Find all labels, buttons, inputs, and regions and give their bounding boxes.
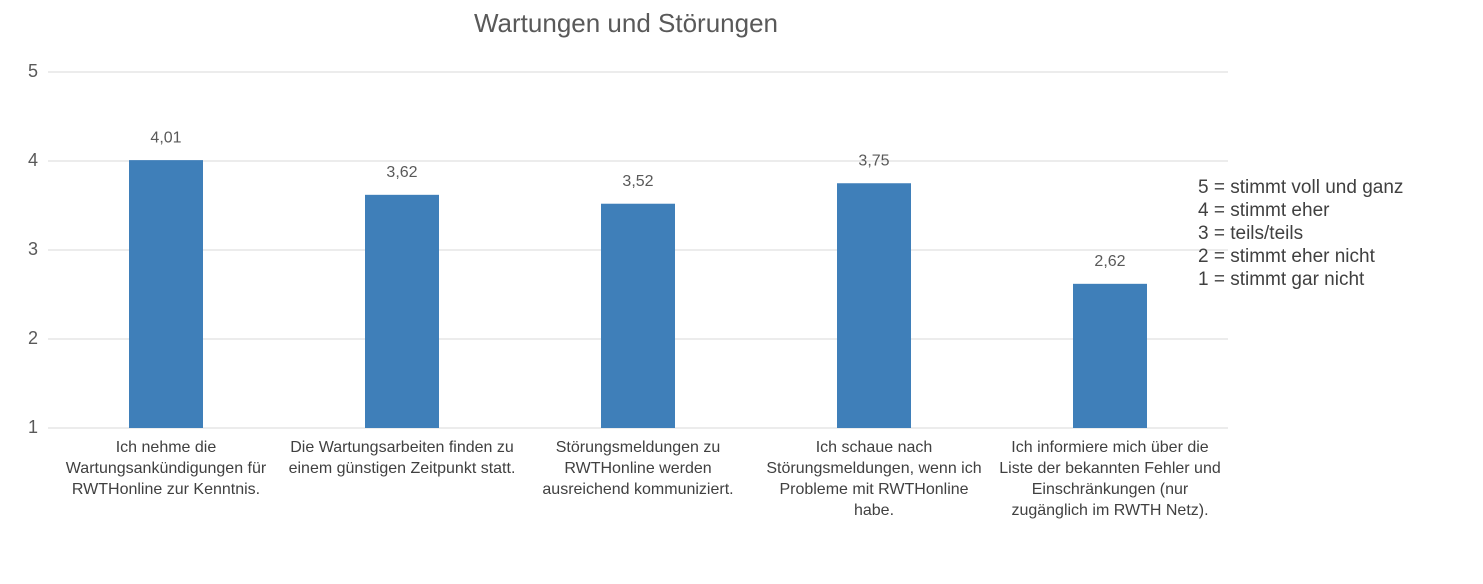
value-label: 3,62 — [386, 164, 417, 181]
value-label: 2,62 — [1094, 253, 1125, 270]
bar — [365, 194, 439, 428]
x-tick-label: Ich informiere mich über die Liste der b… — [999, 439, 1221, 519]
value-label: 3,52 — [622, 173, 653, 190]
x-tick-label: Die Wartungsarbeiten finden zu einem gün… — [288, 439, 516, 477]
bar — [129, 160, 203, 429]
scale-note: 1 = stimmt gar nicht — [1198, 269, 1365, 290]
scale-note: 4 = stimmt eher — [1198, 200, 1330, 221]
scale-note: 2 = stimmt eher nicht — [1198, 246, 1376, 267]
x-tick-label: Ich schaue nach Störungsmeldungen, wenn … — [766, 439, 982, 519]
bar — [1073, 283, 1147, 428]
value-label: 3,75 — [858, 152, 889, 169]
y-tick-label: 1 — [28, 417, 38, 437]
scale-note: 3 = teils/teils — [1198, 223, 1303, 244]
chart-title: Wartungen und Störungen — [474, 8, 778, 38]
value-label: 4,01 — [150, 129, 181, 146]
y-tick-label: 5 — [28, 61, 38, 81]
x-tick-label: Ich nehme die Wartungsankündigungen für … — [65, 439, 267, 498]
bar — [837, 183, 911, 428]
bar — [601, 203, 675, 428]
x-tick-label: Störungsmeldungen zu RWTHonline werden a… — [542, 439, 734, 498]
y-tick-label: 3 — [28, 239, 38, 259]
y-tick-label: 4 — [28, 150, 38, 170]
y-tick-label: 2 — [28, 328, 38, 348]
scale-note: 5 = stimmt voll und ganz — [1198, 177, 1403, 198]
